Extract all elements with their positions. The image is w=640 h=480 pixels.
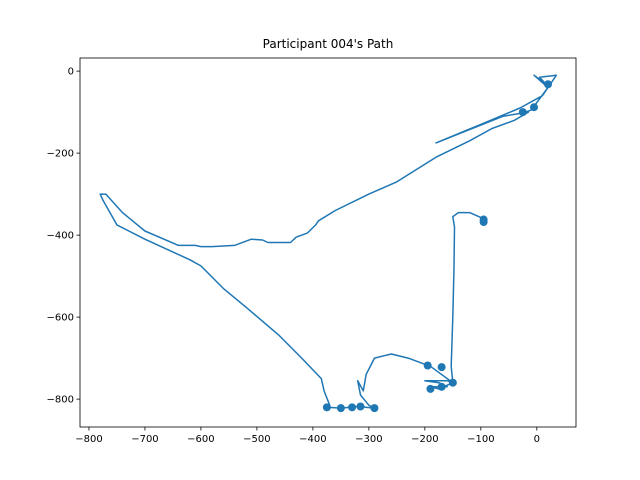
y-tick-label: −400 — [47, 231, 74, 242]
x-tick-label: −200 — [411, 434, 438, 445]
point — [437, 363, 446, 372]
chart-title: Participant 004's Path — [263, 37, 394, 51]
y-tick-label: −800 — [47, 395, 74, 406]
x-tick-label: −800 — [75, 434, 102, 445]
x-tick-label: −500 — [243, 434, 270, 445]
x-tick-label: −700 — [131, 434, 158, 445]
x-tick-label: −600 — [187, 434, 214, 445]
plot-frame — [79, 57, 577, 428]
point — [370, 404, 379, 413]
x-tick-label: −100 — [467, 434, 494, 445]
y-tick-label: −200 — [47, 149, 74, 160]
x-tick-label: 0 — [534, 434, 540, 445]
y-tick-label: −600 — [47, 313, 74, 324]
point — [356, 402, 365, 411]
x-tick-label: −400 — [299, 434, 326, 445]
x-tick-label: −300 — [355, 434, 382, 445]
point — [322, 403, 331, 412]
point — [448, 378, 457, 387]
point — [530, 103, 539, 112]
point — [544, 80, 553, 89]
point — [426, 384, 435, 393]
point — [348, 403, 357, 412]
point — [479, 218, 488, 226]
point — [518, 108, 527, 117]
point — [336, 404, 345, 413]
point — [423, 361, 432, 370]
y-tick-label: 0 — [68, 67, 74, 78]
point — [437, 382, 446, 391]
path-line — [99, 74, 558, 409]
